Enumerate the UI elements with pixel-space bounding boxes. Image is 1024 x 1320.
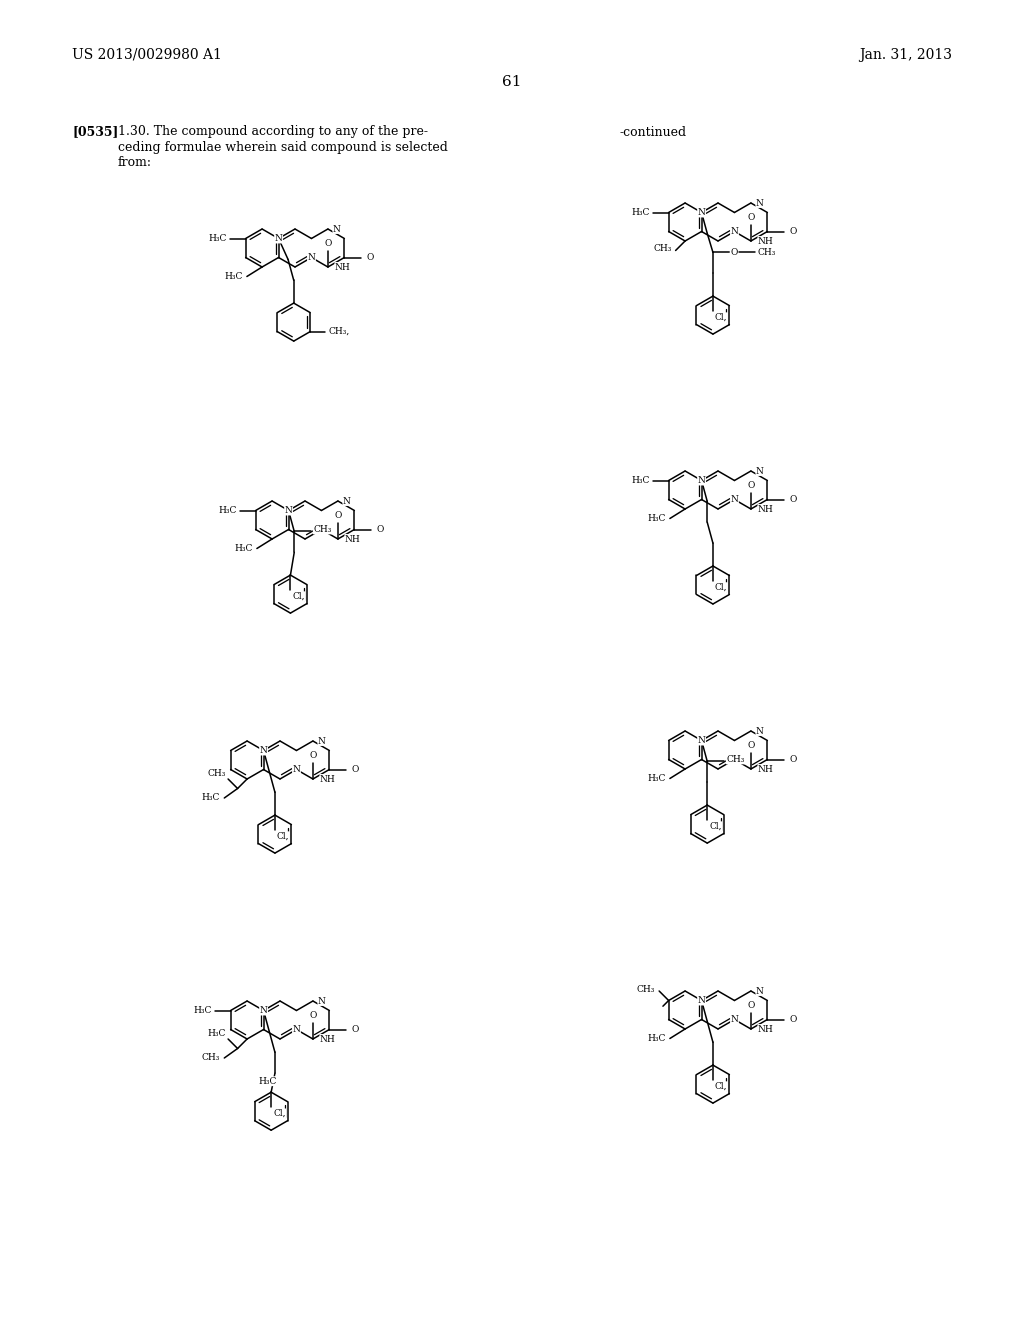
- Text: N: N: [343, 496, 351, 506]
- Text: 1.30. The compound according to any of the pre-: 1.30. The compound according to any of t…: [118, 125, 428, 139]
- Text: N: N: [697, 477, 706, 484]
- Text: H₃C: H₃C: [234, 544, 253, 553]
- Text: Cl,: Cl,: [273, 1109, 286, 1118]
- Text: CH₃,: CH₃,: [329, 327, 349, 337]
- Text: O: O: [790, 495, 797, 504]
- Text: N: N: [260, 746, 267, 755]
- Text: H₃C: H₃C: [208, 1030, 226, 1039]
- Text: O: O: [309, 751, 316, 760]
- Text: O: O: [790, 1015, 797, 1024]
- Text: O: O: [790, 227, 797, 236]
- Text: NH: NH: [758, 1024, 774, 1034]
- Text: N: N: [293, 766, 300, 774]
- Text: O: O: [377, 525, 384, 535]
- Text: N: N: [756, 198, 764, 207]
- Text: NH: NH: [758, 236, 774, 246]
- Text: [0535]: [0535]: [72, 125, 119, 139]
- Text: -continued: -continued: [620, 125, 687, 139]
- Text: H₃C: H₃C: [631, 209, 649, 216]
- Text: N: N: [730, 755, 738, 764]
- Text: CH₃: CH₃: [637, 985, 655, 994]
- Text: N: N: [756, 466, 764, 475]
- Text: CH₃: CH₃: [313, 525, 332, 533]
- Text: CH₃: CH₃: [653, 244, 672, 253]
- Text: O: O: [367, 253, 374, 261]
- Text: H₃C: H₃C: [194, 1006, 211, 1015]
- Text: NH: NH: [319, 775, 336, 784]
- Text: O: O: [325, 239, 332, 248]
- Text: H₃C: H₃C: [647, 1034, 666, 1043]
- Text: NH: NH: [758, 504, 774, 513]
- Text: CH₃: CH₃: [202, 1053, 220, 1063]
- Text: NH: NH: [335, 263, 350, 272]
- Text: O: O: [748, 742, 755, 750]
- Text: from:: from:: [118, 156, 152, 169]
- Text: N: N: [697, 997, 706, 1005]
- Text: CH₃: CH₃: [208, 768, 226, 777]
- Text: O: O: [730, 248, 737, 257]
- Text: N: N: [697, 209, 706, 216]
- Text: ceding formulae wherein said compound is selected: ceding formulae wherein said compound is…: [118, 140, 447, 153]
- Text: H₃C: H₃C: [218, 506, 237, 515]
- Text: H₃C: H₃C: [631, 477, 649, 484]
- Text: NH: NH: [319, 1035, 336, 1044]
- Text: N: N: [285, 506, 293, 515]
- Text: H₃C: H₃C: [224, 272, 243, 281]
- Text: H₃C: H₃C: [208, 234, 226, 243]
- Text: N: N: [333, 224, 341, 234]
- Text: H₃C: H₃C: [202, 793, 220, 803]
- Text: N: N: [730, 227, 738, 236]
- Text: Jan. 31, 2013: Jan. 31, 2013: [859, 48, 952, 62]
- Text: Cl,: Cl,: [710, 822, 722, 830]
- Text: H₃C: H₃C: [647, 774, 666, 783]
- Text: O: O: [748, 214, 755, 222]
- Text: N: N: [756, 986, 764, 995]
- Text: N: N: [317, 997, 326, 1006]
- Text: N: N: [730, 495, 738, 504]
- Text: O: O: [790, 755, 797, 764]
- Text: N: N: [274, 234, 283, 243]
- Text: Cl,: Cl,: [715, 582, 727, 591]
- Text: N: N: [307, 253, 315, 261]
- Text: N: N: [293, 1026, 300, 1034]
- Text: Cl,: Cl,: [715, 1082, 727, 1090]
- Text: N: N: [260, 1006, 267, 1015]
- Text: NH: NH: [345, 535, 360, 544]
- Text: O: O: [334, 511, 342, 520]
- Text: O: O: [748, 1002, 755, 1010]
- Text: US 2013/0029980 A1: US 2013/0029980 A1: [72, 48, 222, 62]
- Text: O: O: [351, 1026, 358, 1034]
- Text: H₃C: H₃C: [647, 513, 666, 523]
- Text: 61: 61: [502, 75, 522, 88]
- Text: CH₃: CH₃: [758, 248, 776, 257]
- Text: Cl,: Cl,: [715, 313, 727, 322]
- Text: N: N: [317, 737, 326, 746]
- Text: NH: NH: [758, 764, 774, 774]
- Text: O: O: [748, 482, 755, 490]
- Text: O: O: [351, 766, 358, 774]
- Text: N: N: [697, 737, 706, 744]
- Text: N: N: [730, 1015, 738, 1024]
- Text: O: O: [309, 1011, 316, 1020]
- Text: CH₃: CH₃: [726, 755, 744, 764]
- Text: N: N: [756, 726, 764, 735]
- Text: N: N: [317, 525, 326, 535]
- Text: Cl,: Cl,: [276, 832, 290, 841]
- Text: H₃C: H₃C: [259, 1077, 278, 1086]
- Text: Cl,: Cl,: [293, 591, 305, 601]
